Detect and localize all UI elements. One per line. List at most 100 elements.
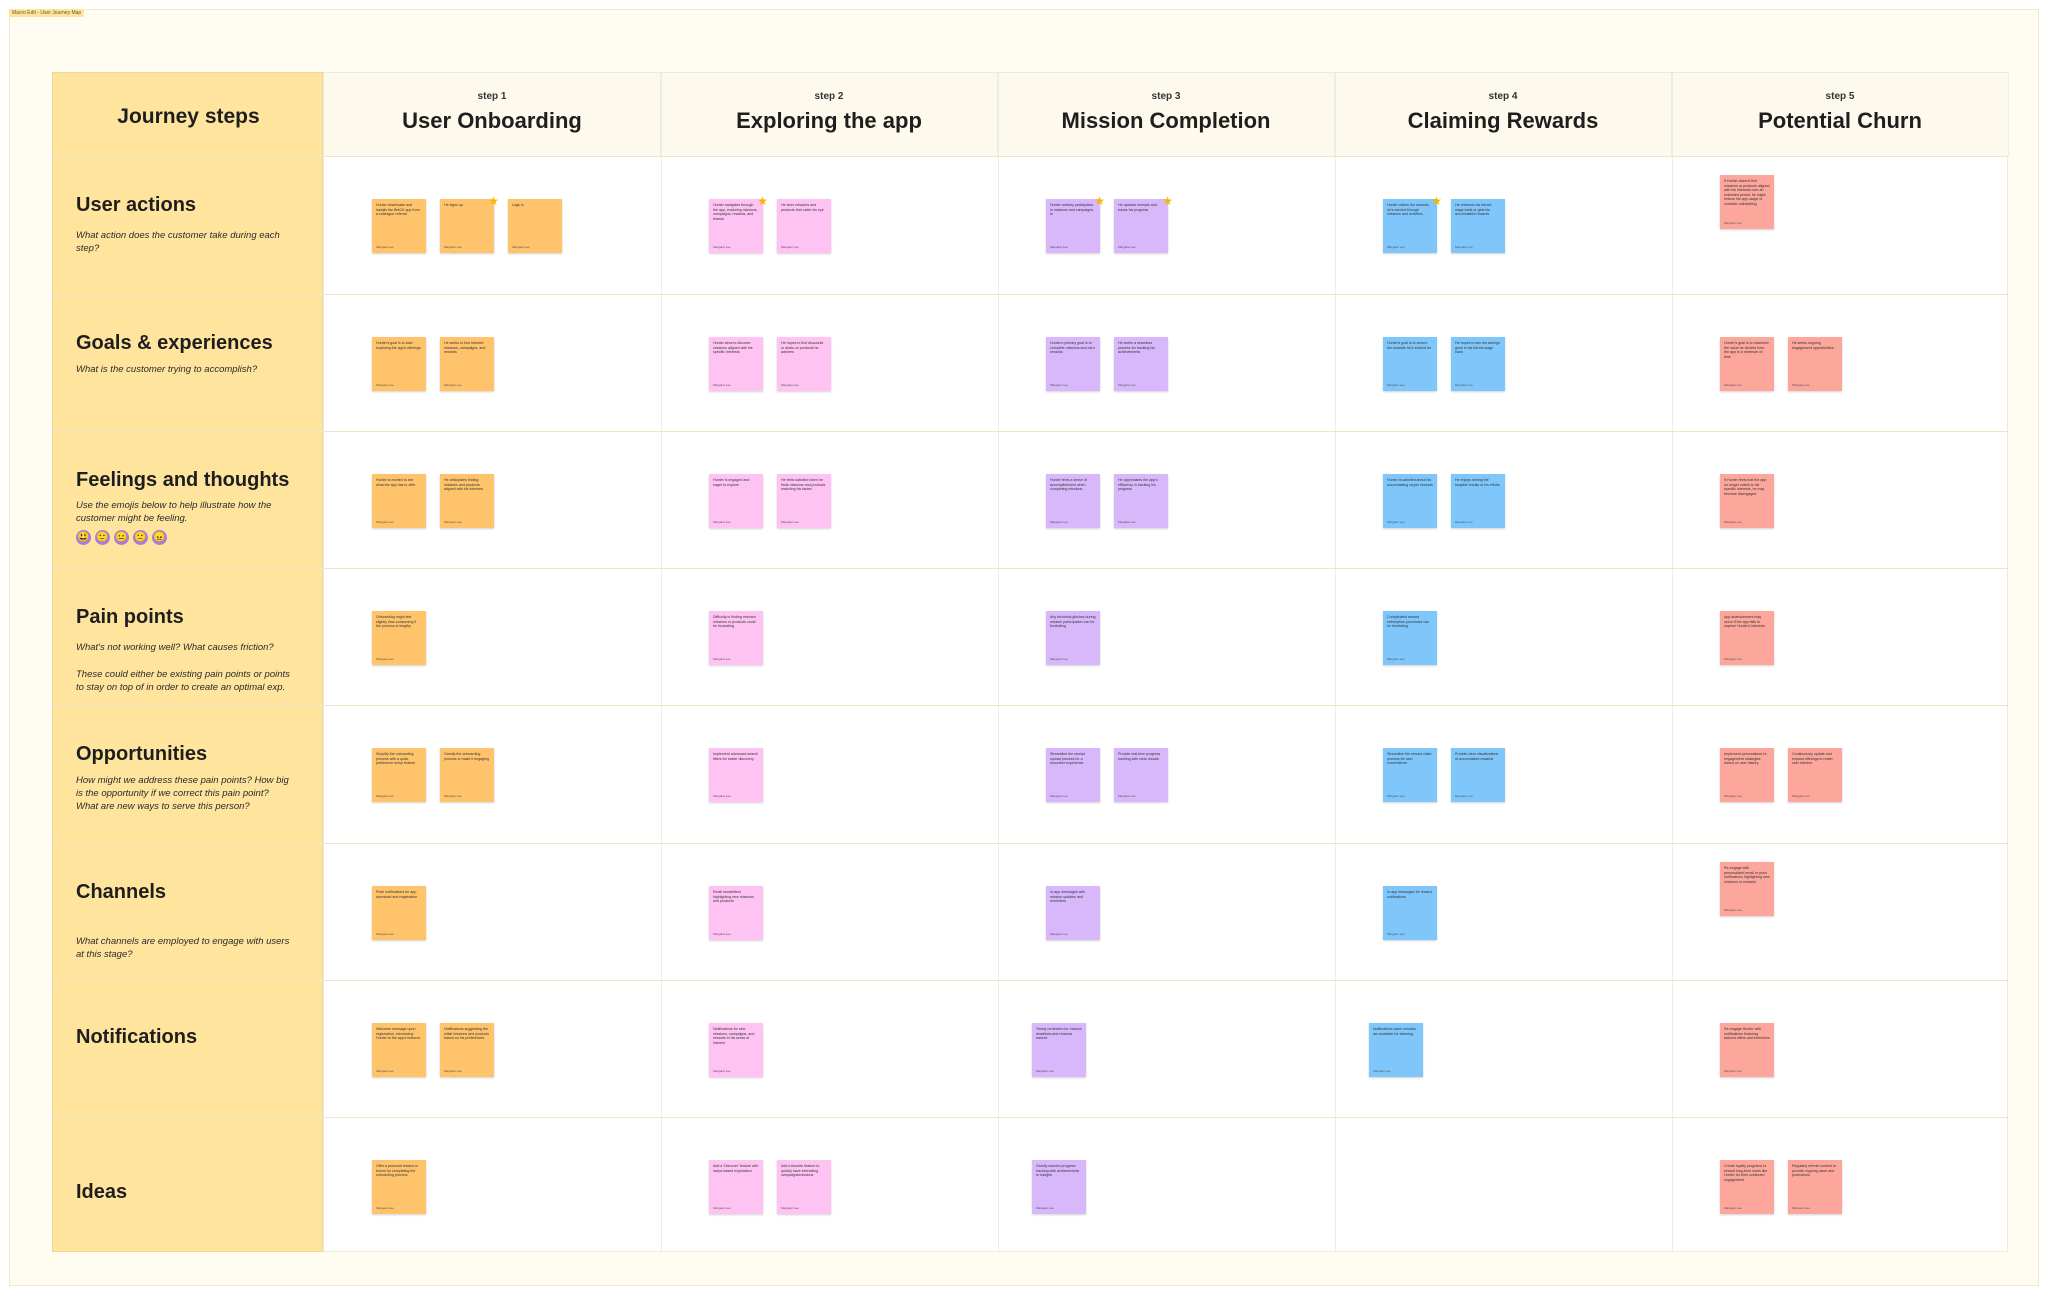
sticky-note-text: Notifications when rewards are available… (1373, 1027, 1416, 1036)
sticky-note[interactable]: In-app messages with mission updates and… (1046, 886, 1100, 940)
sticky-note[interactable]: Gamify mission progress tracking with ac… (1032, 1160, 1086, 1214)
sticky-note[interactable]: Add a 'Discover' feature with swipe-base… (709, 1160, 763, 1214)
sticky-note[interactable]: Complicated reward redemption processes … (1383, 611, 1437, 665)
feeling-emoji-icon[interactable]: 😠 (152, 530, 167, 545)
sticky-note[interactable]: Hunter is engaged and eager to explore Ma… (709, 474, 763, 528)
sticky-note-text: Timely reminders for mission deadlines a… (1036, 1027, 1082, 1041)
sticky-note[interactable]: Hunter aims to discover missions aligned… (709, 337, 763, 391)
sticky-note[interactable]: Provide real-time progress tracking with… (1114, 748, 1168, 802)
sticky-note[interactable]: Streamline the reward claim process for … (1383, 748, 1437, 802)
sticky-note-author: Margaret Lee (444, 1069, 462, 1073)
sticky-note-text: Gamify the onboarding process to make it… (444, 752, 489, 761)
sticky-note-text: Streamline the reward claim process for … (1387, 752, 1432, 766)
sticky-note[interactable]: He anticipates finding missions and prod… (440, 474, 494, 528)
sticky-note[interactable]: He seeks ongoing engagement opportunitie… (1788, 337, 1842, 391)
sticky-note[interactable]: Hunter is excited to see what the app ha… (372, 474, 426, 528)
sticky-note[interactable]: Onboarding might feel slightly time-cons… (372, 611, 426, 665)
sticky-note[interactable]: Hunter's goal is to start exploring the … (372, 337, 426, 391)
star-icon: ★ (1162, 194, 1173, 208)
sticky-note[interactable]: Create loyalty programs to reward long-t… (1720, 1160, 1774, 1214)
sticky-note-author: Margaret Lee (1455, 794, 1473, 798)
sticky-note-author: Margaret Lee (1455, 383, 1473, 387)
sticky-note[interactable]: Hunter's goal is to secure the rewards h… (1383, 337, 1437, 391)
row-title: Opportunities (76, 743, 208, 765)
sticky-note[interactable]: Notifications when rewards are available… (1369, 1023, 1423, 1077)
sticky-note-author: Margaret Lee (1118, 245, 1136, 249)
sticky-note[interactable]: App abandonment may occur if the app fai… (1720, 611, 1774, 665)
feeling-emoji-icon[interactable]: 🙁 (133, 530, 148, 545)
sticky-note[interactable]: He sees missions and products that catch… (777, 199, 831, 253)
sticky-note[interactable]: Hunter's goal is to maximize the value h… (1720, 337, 1774, 391)
step-title: User Onboarding (402, 108, 582, 133)
sticky-note[interactable]: Add a favorite feature to quickly save i… (777, 1160, 831, 1214)
row-title: Feelings and thoughts (76, 469, 290, 491)
sticky-note[interactable]: Notifications suggesting the initial mis… (440, 1023, 494, 1077)
sticky-note[interactable]: He uploads receipts and tracks his progr… (1114, 195, 1173, 253)
sticky-note-author: Margaret Lee (1373, 1069, 1391, 1073)
sticky-note-text: Onboarding might feel slightly time-cons… (376, 615, 417, 629)
sticky-note[interactable]: He seeks to find relevant missions, camp… (440, 337, 494, 391)
sticky-note-text: Hunter navigates through the app, explor… (713, 203, 758, 221)
sticky-note[interactable]: Email newsletters highlighting new missi… (709, 886, 763, 940)
sticky-note[interactable]: In-app messages for reward notifications… (1383, 886, 1437, 940)
feeling-emoji-icon[interactable]: 😐 (114, 530, 129, 545)
sticky-note[interactable]: Timely reminders for mission deadlines a… (1032, 1023, 1086, 1077)
sticky-note[interactable]: Hunter actively participates in missions… (1046, 195, 1105, 253)
sticky-note[interactable]: Any technical glitches during mission pa… (1046, 611, 1100, 665)
sticky-note-author: Margaret Lee (713, 520, 731, 524)
feeling-emoji-icon[interactable]: 😃 (76, 530, 91, 545)
sticky-note[interactable]: He hopes to see his savings grow in his … (1451, 337, 1505, 391)
sticky-note[interactable]: Notifications for new missions, campaign… (709, 1023, 763, 1077)
sticky-note[interactable]: Continuously update and expand offerings… (1788, 748, 1842, 802)
sticky-note[interactable]: Re-engage Hunter with notifications feat… (1720, 1023, 1774, 1077)
sticky-note[interactable]: Hunter navigates through the app, explor… (709, 195, 768, 253)
feeling-emoji-icon[interactable]: 🙂 (95, 530, 110, 545)
sticky-note[interactable]: Hunter claims the rewards he's earned th… (1383, 195, 1442, 253)
sticky-note[interactable]: He hopes to find discounts or deals on p… (777, 337, 831, 391)
sticky-note[interactable]: Simplify the onboarding process with a q… (372, 748, 426, 802)
sticky-note[interactable]: Hunter is satisfied about his accumulati… (1383, 474, 1437, 528)
sticky-note-author: Margaret Lee (1387, 657, 1405, 661)
sticky-note[interactable]: Regularly refresh content to provide ong… (1788, 1160, 1842, 1214)
sticky-note[interactable]: Re-engage with personalized email or pus… (1720, 862, 1774, 916)
sticky-note[interactable]: He appreciates the app's efficiency in t… (1114, 474, 1168, 528)
column-divider (1672, 73, 1673, 1253)
sticky-note[interactable]: Streamline the receipt upload process fo… (1046, 748, 1100, 802)
sticky-note[interactable]: He redeems his bitcoin wage bank or gets… (1451, 199, 1505, 253)
sticky-note[interactable]: Offer a personal reward or bonus for com… (372, 1160, 426, 1214)
sticky-note-text: He sees missions and products that catch… (781, 203, 824, 212)
sticky-note-author: Margaret Lee (1724, 908, 1742, 912)
sticky-note[interactable]: Hunter feels a sense of accomplishment w… (1046, 474, 1100, 528)
sticky-note-text: Any technical glitches during mission pa… (1050, 615, 1096, 629)
frame-label[interactable]: Macro Edit - User Journey Map (9, 9, 85, 17)
row-title: Channels (76, 881, 167, 903)
sticky-note-author: Margaret Lee (1050, 520, 1068, 524)
sticky-note[interactable]: Welcome message upon registration, intro… (372, 1023, 426, 1077)
sticky-note[interactable]: Gamify the onboarding process to make it… (440, 748, 494, 802)
sticky-note[interactable]: He seeks a seamless process for tracking… (1114, 337, 1168, 391)
sticky-note[interactable]: Provide clear visualizations of accumula… (1451, 748, 1505, 802)
sticky-note[interactable]: Hunter downloads and installs the BetOX … (372, 199, 426, 253)
sticky-note-text: If Hunter feels that the app no longer c… (1724, 478, 1767, 496)
sticky-note[interactable]: He feels satisfied when he finds mission… (777, 474, 831, 528)
sticky-note[interactable]: Difficulty in finding relevant missions … (709, 611, 763, 665)
sticky-note-text: He seeks to find relevant missions, camp… (444, 341, 486, 355)
sticky-note-author: Margaret Lee (713, 383, 731, 387)
sticky-note-text: Push notifications for app download and … (376, 890, 418, 899)
sticky-note-author: Margaret Lee (376, 383, 394, 387)
row-divider (52, 568, 2008, 569)
sticky-note[interactable]: If Hunter doesn't find missions or produ… (1720, 175, 1774, 229)
sticky-note[interactable]: Implement personalized re-engagement str… (1720, 748, 1774, 802)
sticky-note-text: Implement advanced search filters for ea… (713, 752, 759, 761)
sticky-note-author: Margaret Lee (781, 245, 799, 249)
sticky-note[interactable]: If Hunter feels that the app no longer c… (1720, 474, 1774, 528)
sticky-note[interactable]: He signs up Margaret Lee ★ (440, 195, 499, 253)
sticky-note-author: Margaret Lee (1050, 657, 1068, 661)
sticky-note[interactable]: Logs in Margaret Lee (508, 199, 562, 253)
sticky-note[interactable]: He enjoys seeing the tangible results of… (1451, 474, 1505, 528)
sticky-note[interactable]: Push notifications for app download and … (372, 886, 426, 940)
sticky-note[interactable]: Hunter's primary goal is to complete mis… (1046, 337, 1100, 391)
sticky-note[interactable]: Implement advanced search filters for ea… (709, 748, 763, 802)
sticky-note-author: Margaret Lee (713, 794, 731, 798)
row-title: Goals & experiences (76, 332, 273, 354)
